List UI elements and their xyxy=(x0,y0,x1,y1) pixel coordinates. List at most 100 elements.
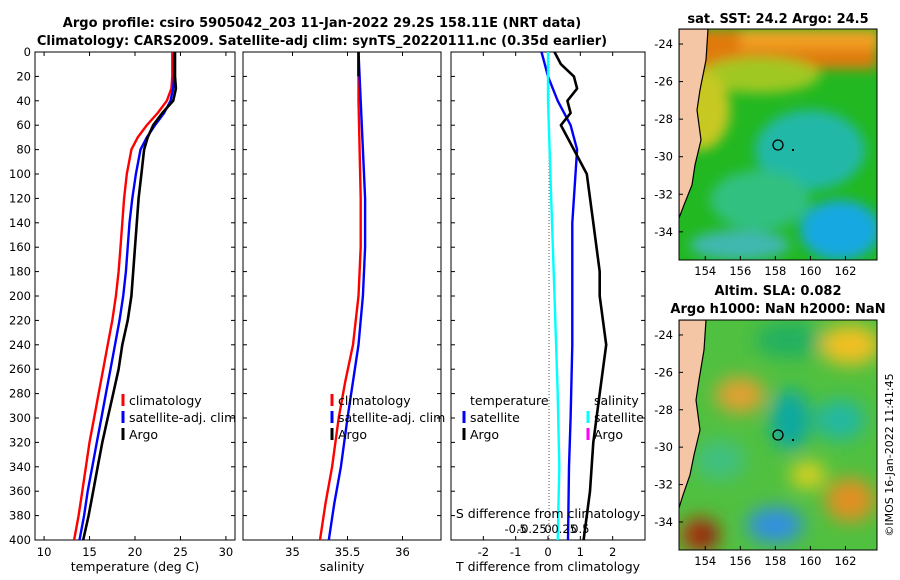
lon-tick-label: 160 xyxy=(799,554,821,568)
legend-temperature-heading: temperature xyxy=(470,393,549,408)
depth-tick-label: 0 xyxy=(24,45,31,59)
difference-series xyxy=(540,51,608,541)
x-tick-label: -1 xyxy=(510,545,521,559)
t-difference-label: T difference from climatology xyxy=(455,559,641,574)
series-argo xyxy=(81,52,178,541)
sst-profile-marker xyxy=(772,139,784,151)
salinity-difference-ticks: -0.5-0.250 0.250.5 xyxy=(504,522,589,536)
depth-tick-label: 400 xyxy=(9,533,31,547)
temperature-panel: 0 20 40 60 80 100 120 140 160 180 200 220 240 260 280 3… xyxy=(9,45,236,574)
s-difference-label: S difference from climatology xyxy=(456,506,641,521)
sst-map: sat. SST: 24.2 Argo: 24.5 154 156 158 160 16… xyxy=(654,12,878,278)
sla-profile-marker xyxy=(772,429,784,441)
lon-tick-label: 158 xyxy=(764,264,786,278)
title-line2: Climatology: CARS2009. Satellite-adj cli… xyxy=(37,34,607,49)
sla-coastline xyxy=(679,320,707,509)
depth-tick-label: 320 xyxy=(9,435,31,449)
depth-tick-label: 240 xyxy=(9,338,31,352)
sst-map-title: sat. SST: 24.2 Argo: 24.5 xyxy=(687,12,868,27)
depth-tick-label: 100 xyxy=(9,167,31,181)
difference-legend: temperature satellite Argo salinity sate… xyxy=(462,393,644,442)
sla-ticks: 154 156 158 160 162 -24 -26 -28 -30 -32 -34 xyxy=(654,328,856,568)
legend-climatology: climatology xyxy=(129,393,202,408)
depth-tick-label: 260 xyxy=(9,362,31,376)
temperature-legend: climatology satellite-adj. clim Argo xyxy=(121,393,236,442)
legend-s-satellite: satellite xyxy=(594,410,644,425)
lat-tick-label: -32 xyxy=(654,478,673,492)
x-tick-label: 2 xyxy=(609,545,616,559)
depth-tick-label: 140 xyxy=(9,216,31,230)
depth-tick-label: 60 xyxy=(16,118,31,132)
sla-map-title1: Altim. SLA: 0.082 xyxy=(715,284,842,299)
salinity-xlabel: salinity xyxy=(320,559,365,574)
salinity-legend: climatology satellite-adj. clim Argo xyxy=(330,393,445,442)
legend-t-argo: Argo xyxy=(470,427,499,442)
depth-tick-label: 360 xyxy=(9,484,31,498)
lat-tick-label: -26 xyxy=(654,75,673,89)
salinity-panel: 35 35.5 36 salinity climatology satellite-… xyxy=(242,51,445,574)
legend-satellite: satellite-adj. clim xyxy=(129,410,236,425)
difference-panel: -2 -1 0 1 2 -0.5-0.250 0.250.5 S difference f… xyxy=(450,51,646,574)
depth-tick-label: 340 xyxy=(9,460,31,474)
lon-tick-label: 162 xyxy=(834,264,856,278)
lat-tick-label: -30 xyxy=(654,150,673,164)
timestamp: ©IMOS 16-Jan-2022 11:41:45 xyxy=(883,373,896,536)
depth-tick-label: 380 xyxy=(9,509,31,523)
s-tick-label: 0.5 xyxy=(571,522,589,536)
lat-tick-label: -24 xyxy=(654,37,673,51)
x-tick-label: 20 xyxy=(128,545,143,559)
temperature-series xyxy=(72,52,178,541)
sla-map: Altim. SLA: 0.082 Argo h1000: NaN h2000:… xyxy=(654,284,885,568)
sal-legend-satellite: satellite-adj. clim xyxy=(338,410,445,425)
lat-tick-label: -32 xyxy=(654,187,673,201)
s-tick-label: -0.5 xyxy=(504,522,526,536)
x-tick-label: 30 xyxy=(219,545,234,559)
lon-tick-label: 154 xyxy=(694,264,716,278)
lon-tick-label: 162 xyxy=(834,554,856,568)
depth-tick-label: 160 xyxy=(9,240,31,254)
lat-tick-label: -28 xyxy=(654,403,673,417)
salinity-ticks: 35 35.5 36 xyxy=(285,52,410,559)
legend-salinity-heading: salinity xyxy=(594,393,639,408)
sal-legend-climatology: climatology xyxy=(338,393,411,408)
x-tick-label: 36 xyxy=(395,545,410,559)
s-tick-label: 0.25 xyxy=(551,522,577,536)
s-tick-label: -0.25 xyxy=(517,522,547,536)
legend-t-satellite: satellite xyxy=(470,410,520,425)
temperature-ticks: 10 15 20 25 30 xyxy=(37,52,233,559)
lon-tick-label: 156 xyxy=(729,554,751,568)
depth-tick-label: 200 xyxy=(9,289,31,303)
salinity-depth-ticks xyxy=(243,51,441,541)
lat-tick-label: -24 xyxy=(654,328,673,342)
lon-tick-label: 154 xyxy=(694,554,716,568)
series-climatology xyxy=(318,52,362,541)
lon-tick-label: 158 xyxy=(764,554,786,568)
lon-tick-label: 156 xyxy=(729,264,751,278)
x-tick-label: 0 xyxy=(544,545,551,559)
depth-tick-label: 120 xyxy=(9,191,31,205)
title-line1: Argo profile: csiro 5905042_203 11-Jan-2… xyxy=(63,16,581,31)
legend-argo: Argo xyxy=(129,427,158,442)
temperature-xlabel: temperature (deg C) xyxy=(71,559,200,574)
depth-tick-label: 180 xyxy=(9,265,31,279)
sst-ticks: 154 156 158 160 162 -24 -26 -28 -30 -32 -34 xyxy=(654,37,856,278)
depth-tick-label: 280 xyxy=(9,387,31,401)
depth-tick-label: 300 xyxy=(9,411,31,425)
difference-depth-ticks xyxy=(451,51,645,541)
series-satellite-adj-clim xyxy=(327,51,367,541)
depth-tick-label: 40 xyxy=(16,94,31,108)
lon-tick-label: 160 xyxy=(799,264,821,278)
x-tick-label: 10 xyxy=(37,545,52,559)
series-s-satellite xyxy=(546,52,561,541)
depth-tick-label: 220 xyxy=(9,313,31,327)
lat-tick-label: -30 xyxy=(654,440,673,454)
series-t-argo xyxy=(553,51,608,541)
sla-map-title2: Argo h1000: NaN h2000: NaN xyxy=(670,302,885,317)
lat-tick-label: -34 xyxy=(654,225,673,239)
x-tick-label: 15 xyxy=(82,545,97,559)
x-tick-label: 35.5 xyxy=(335,545,361,559)
depth-tick-label: 20 xyxy=(16,69,31,83)
x-tick-label: -2 xyxy=(478,545,489,559)
lat-tick-label: -34 xyxy=(654,515,673,529)
